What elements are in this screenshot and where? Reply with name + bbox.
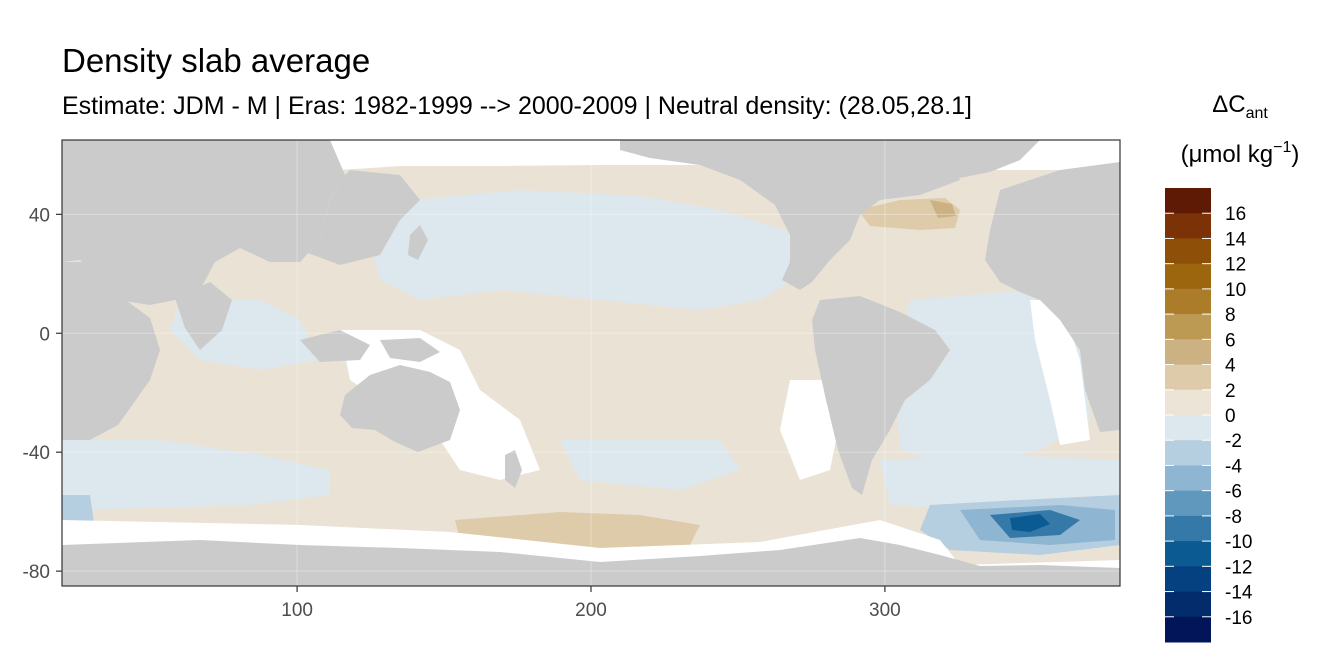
legend-swatch-12: [1165, 490, 1211, 517]
map-layers: [62, 140, 1120, 586]
land-asia-europe: [62, 140, 345, 305]
land-africa: [62, 262, 160, 440]
legend-label-2: 12: [1225, 255, 1246, 276]
legend-swatch-15: [1165, 566, 1211, 593]
gridlines: [62, 140, 1120, 586]
legend-swatch-4: [1165, 288, 1211, 315]
legend-swatch-13: [1165, 515, 1211, 542]
legend-swatch-17: [1165, 616, 1211, 643]
legend-unit: (μmol kg−1): [1181, 139, 1300, 168]
legend-swatch-9: [1165, 415, 1211, 441]
x-tick-label-0: 100: [281, 600, 313, 621]
legend-label-13: -10: [1225, 532, 1252, 553]
legend-title-sub: ant: [1246, 105, 1269, 122]
y-tick-label-3: -80: [23, 562, 50, 583]
legend-colorbar: [1165, 188, 1211, 643]
legend-label-12: -8: [1225, 507, 1242, 528]
legend-swatch-16: [1165, 591, 1211, 618]
legend-label-15: -14: [1225, 583, 1253, 604]
land-indonesia-islands: [300, 330, 440, 362]
land-japan: [408, 225, 428, 260]
legend-swatch-11: [1165, 465, 1211, 492]
y-axis: 40 0 -40 -80: [23, 205, 62, 583]
legend-swatch-2: [1165, 238, 1211, 265]
legend-label-4: 8: [1225, 305, 1236, 326]
southern-ocean-negative-west: [62, 440, 330, 510]
land-new-zealand: [505, 450, 522, 488]
legend-label-14: -12: [1225, 557, 1252, 578]
legend-swatch-5: [1165, 314, 1211, 340]
y-tick-label-0: 40: [29, 205, 50, 226]
legend: ΔCant (μmol kg−1) 16 14 12 10 8 6 4 2 0 -2 -4 -6 -8 -…: [1165, 91, 1299, 643]
legend-label-5: 6: [1225, 330, 1236, 351]
chart-title: Density slab average: [62, 42, 371, 79]
legend-label-10: -4: [1225, 456, 1242, 477]
legend-labels: 16 14 12 10 8 6 4 2 0 -2 -4 -6 -8 -10 -12 -14 -16: [1165, 204, 1253, 629]
warm-north-atlantic-core: [930, 200, 956, 218]
land-antarctica: [62, 538, 1120, 586]
chart-subtitle: Estimate: JDM - M | Eras: 1982-1999 --> …: [62, 92, 972, 120]
legend-swatch-8: [1165, 389, 1211, 416]
legend-label-0: 16: [1225, 204, 1246, 225]
nodata-south-america-west: [780, 380, 840, 480]
weddell-min-bin: [1010, 514, 1050, 532]
land-australia: [340, 365, 460, 452]
legend-unit-close: ): [1291, 141, 1299, 168]
legend-label-6: 4: [1225, 356, 1236, 377]
legend-label-11: -6: [1225, 482, 1242, 503]
legend-swatch-1: [1165, 213, 1211, 239]
legend-label-3: 10: [1225, 280, 1246, 301]
north-pacific-negative: [370, 190, 810, 310]
legend-unit-open: (μmol kg: [1181, 141, 1274, 168]
pacific-southern-band: [455, 512, 700, 548]
x-tick-label-1: 200: [575, 600, 607, 621]
legend-swatch-3: [1165, 263, 1211, 290]
land-india: [175, 282, 232, 350]
land-se-asia: [245, 170, 420, 265]
nodata-africa-coast: [1030, 300, 1090, 445]
land-europe-africa-east: [985, 162, 1120, 432]
legend-swatch-14: [1165, 541, 1211, 567]
land-greenland: [905, 140, 1040, 178]
legend-label-7: 2: [1225, 381, 1236, 402]
legend-title-main: ΔC: [1212, 91, 1245, 118]
legend-label-1: 14: [1225, 229, 1247, 250]
x-tick-label-2: 300: [869, 600, 901, 621]
land-north-america: [620, 140, 960, 290]
y-tick-label-2: -40: [23, 443, 50, 464]
southern-ocean-negative-east: [880, 455, 1120, 510]
legend-label-8: 0: [1225, 406, 1236, 427]
legend-title: ΔCant: [1212, 91, 1268, 122]
legend-label-16: -16: [1225, 608, 1252, 629]
southern-ocean-negative-mid: [560, 440, 740, 490]
legend-swatch-10: [1165, 440, 1211, 466]
land-south-america: [812, 296, 950, 495]
y-tick-label-1: 0: [39, 324, 50, 345]
legend-swatch-0: [1165, 188, 1211, 214]
legend-unit-sup: −1: [1273, 139, 1291, 156]
x-axis: 100 200 300: [281, 586, 901, 621]
legend-swatch-6: [1165, 339, 1211, 366]
legend-swatch-7: [1165, 364, 1211, 391]
legend-label-9: -2: [1225, 431, 1242, 452]
